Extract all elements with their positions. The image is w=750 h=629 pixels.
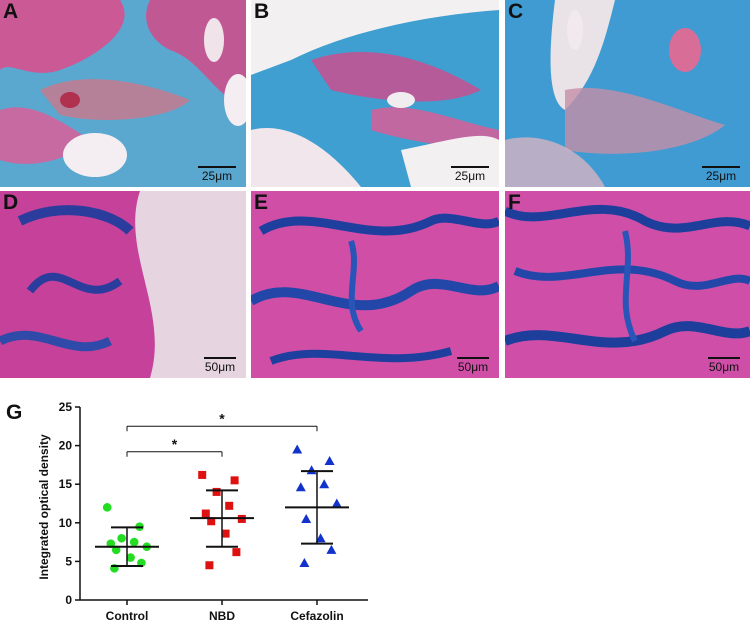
y-tick-label: 20 xyxy=(59,439,73,453)
scale-bar-line xyxy=(204,357,236,359)
panel-a: A 25μm xyxy=(0,0,246,187)
panel-label: A xyxy=(3,0,19,23)
significance-star: * xyxy=(219,410,225,426)
data-point-nbd xyxy=(198,470,207,479)
scale-bar: 25μm xyxy=(702,166,740,183)
y-axis-label: Integrated optical density xyxy=(37,434,51,580)
panel-label-g: G xyxy=(6,401,22,424)
panel-label: F xyxy=(508,191,521,214)
data-point-nbd xyxy=(232,548,241,557)
y-tick-label: 0 xyxy=(65,593,72,607)
scale-bar: 25μm xyxy=(198,166,236,183)
panel-b: B 25μm xyxy=(251,0,499,187)
scale-bar-line xyxy=(457,357,489,359)
x-tick-label: NBD xyxy=(209,609,235,623)
histology-image-c xyxy=(505,0,750,187)
data-point-nbd xyxy=(201,509,210,518)
scale-bar-label: 25μm xyxy=(705,169,737,183)
data-marks: ** xyxy=(95,410,349,573)
scale-bar-label: 50μm xyxy=(457,360,489,374)
data-point-nbd xyxy=(221,529,230,538)
scale-bar-label: 50μm xyxy=(204,360,236,374)
histology-image-d xyxy=(0,191,246,378)
data-point-cefazolin xyxy=(331,498,342,508)
panel-label: B xyxy=(254,0,270,23)
panel-d: D 50μm xyxy=(0,191,246,378)
panel-f: F 50μm xyxy=(505,191,750,378)
y-tick-label: 5 xyxy=(65,554,72,568)
scale-bar-label: 50μm xyxy=(708,360,740,374)
scale-bar: 50μm xyxy=(204,357,236,374)
scale-bar: 25μm xyxy=(451,166,489,183)
scale-bar-label: 25μm xyxy=(201,169,233,183)
panel-label: E xyxy=(254,191,269,214)
panel-e: E 50μm xyxy=(251,191,499,378)
axes: 0 5 10 15 20 25 Control NBD Cefazolin xyxy=(59,400,368,623)
data-point-cefazolin xyxy=(315,533,326,543)
histology-image-e xyxy=(251,191,499,378)
y-tick-label: 10 xyxy=(59,516,73,530)
data-point-control xyxy=(126,553,135,562)
histology-image-f xyxy=(505,191,750,378)
x-tick-label: Control xyxy=(106,609,149,623)
scale-bar-line xyxy=(702,166,740,168)
data-point-cefazolin xyxy=(299,557,310,567)
panel-label: D xyxy=(3,191,19,214)
data-point-cefazolin xyxy=(306,465,317,475)
histology-image-a xyxy=(0,0,246,187)
data-point-cefazolin xyxy=(301,513,312,523)
data-point-nbd xyxy=(212,487,221,496)
data-point-cefazolin xyxy=(292,444,303,454)
data-point-nbd xyxy=(230,476,239,485)
panel-label: C xyxy=(508,0,524,23)
scale-bar-line xyxy=(451,166,489,168)
y-tick-label: 25 xyxy=(59,400,73,414)
data-point-cefazolin xyxy=(324,456,335,466)
data-point-nbd xyxy=(207,517,216,526)
x-tick-label: Cefazolin xyxy=(290,609,343,623)
histology-image-b xyxy=(251,0,499,187)
scale-bar-line xyxy=(198,166,236,168)
data-point-cefazolin xyxy=(295,482,306,492)
data-point-cefazolin xyxy=(326,544,337,554)
scale-bar-line xyxy=(708,357,740,359)
scatter-chart: G Integrated optical density 0 5 10 15 20 25 C… xyxy=(6,400,368,623)
data-point-control xyxy=(102,503,112,512)
data-point-nbd xyxy=(225,501,234,510)
data-point-nbd xyxy=(205,561,214,570)
data-point-control xyxy=(117,533,126,543)
scale-bar: 50μm xyxy=(457,357,489,374)
data-point-cefazolin xyxy=(319,479,330,489)
significance-star: * xyxy=(172,436,178,452)
panel-c: C 25μm xyxy=(505,0,750,187)
scale-bar: 50μm xyxy=(708,357,740,374)
y-tick-label: 15 xyxy=(59,477,73,491)
data-point-control xyxy=(129,537,139,547)
scale-bar-label: 25μm xyxy=(454,169,486,183)
